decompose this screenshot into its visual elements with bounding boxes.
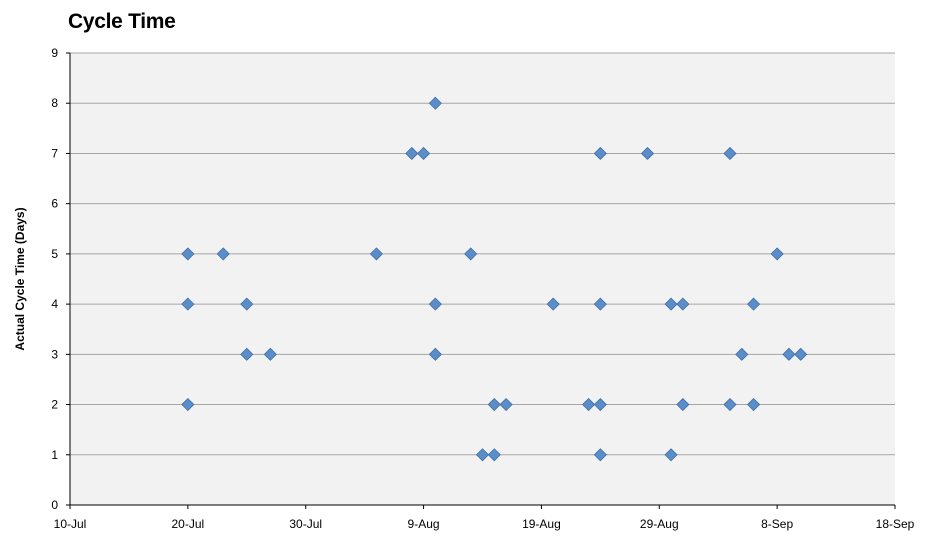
y-tick-label: 0 <box>51 498 58 512</box>
x-tick-label: 18-Sep <box>876 517 915 531</box>
x-tick-label: 19-Aug <box>522 517 561 531</box>
y-tick-label: 7 <box>51 146 58 160</box>
data-point <box>417 146 431 161</box>
plot-area <box>70 53 895 505</box>
y-tick-label: 3 <box>51 347 58 361</box>
data-point <box>664 297 678 311</box>
data-point <box>405 146 419 161</box>
data-point <box>582 397 596 412</box>
data-point <box>475 448 490 462</box>
x-tick-label: 8-Sep <box>761 517 793 531</box>
y-axis-title: Actual Cycle Time (Days) <box>13 207 27 350</box>
x-tick-label: 30-Jul <box>289 517 322 531</box>
x-tick-label: 20-Jul <box>172 517 205 531</box>
data-point <box>428 96 442 110</box>
data-point <box>499 397 513 412</box>
data-point <box>428 297 442 311</box>
y-tick-label: 4 <box>51 297 58 311</box>
data-point <box>263 347 277 361</box>
x-tick-label: 9-Aug <box>408 517 440 531</box>
data-point <box>747 297 761 311</box>
y-tick-label: 6 <box>51 197 58 211</box>
data-point <box>794 347 808 361</box>
data-point <box>593 146 607 161</box>
chart-title: Cycle Time <box>68 10 176 33</box>
data-point <box>640 146 655 161</box>
x-tick-label: 29-Aug <box>640 517 679 531</box>
data-point <box>369 247 383 261</box>
data-point <box>240 297 254 311</box>
data-point <box>676 397 690 412</box>
y-tick-label: 1 <box>51 448 58 462</box>
data-point <box>464 247 478 261</box>
data-point <box>216 247 230 261</box>
data-point <box>181 297 195 311</box>
data-point <box>487 397 501 412</box>
x-tick-label: 10-Jul <box>54 517 87 531</box>
data-point <box>181 397 195 412</box>
data-point <box>181 247 195 261</box>
data-point <box>770 247 784 261</box>
data-point <box>593 448 607 462</box>
data-point <box>487 448 501 462</box>
data-point <box>428 347 442 361</box>
y-tick-label: 5 <box>51 247 58 261</box>
data-point <box>664 448 678 462</box>
data-point <box>723 397 737 412</box>
data-point <box>782 347 796 361</box>
data-point <box>747 397 761 412</box>
data-point <box>546 297 560 311</box>
data-point <box>676 297 690 311</box>
data-point <box>735 347 749 361</box>
data-point <box>240 347 254 361</box>
y-tick-label: 2 <box>51 398 58 412</box>
data-point <box>723 146 737 161</box>
data-point <box>593 297 607 311</box>
y-tick-label: 8 <box>51 96 58 110</box>
y-tick-label: 9 <box>51 46 58 60</box>
data-point <box>593 397 607 412</box>
